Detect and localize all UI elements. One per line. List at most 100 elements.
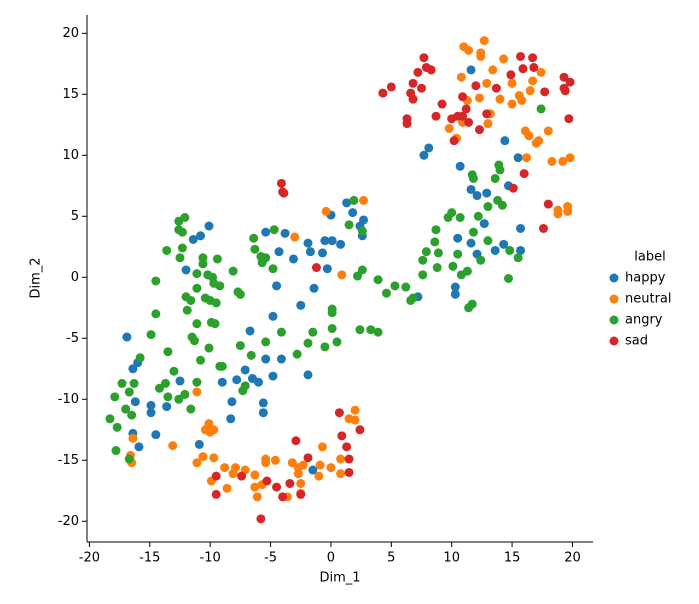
legend-title: label	[634, 250, 665, 265]
point	[305, 247, 315, 257]
point	[261, 253, 271, 263]
point	[334, 408, 344, 418]
point	[250, 244, 260, 254]
point	[401, 282, 411, 292]
point	[245, 326, 255, 336]
point	[317, 442, 327, 452]
point	[194, 439, 204, 449]
point	[327, 304, 337, 314]
point	[342, 442, 352, 452]
point	[289, 254, 299, 264]
point	[122, 332, 132, 342]
legend-label: sad	[625, 334, 648, 349]
point	[110, 392, 120, 402]
point	[124, 387, 134, 397]
point	[186, 295, 196, 305]
point	[121, 404, 131, 414]
point	[268, 264, 278, 274]
point	[308, 465, 318, 475]
point	[408, 293, 418, 303]
point	[336, 239, 346, 249]
point	[280, 228, 290, 238]
y-tick-label: 15	[62, 87, 79, 102]
point	[424, 143, 434, 153]
point	[163, 347, 173, 357]
point	[528, 53, 538, 63]
y-tick-label: 5	[71, 209, 79, 224]
y-tick-label: -20	[58, 514, 79, 529]
x-tick-label: 15	[504, 551, 521, 566]
x-tick-label: -5	[264, 551, 277, 566]
x-axis-label: Dim_1	[319, 571, 360, 586]
point	[210, 319, 220, 329]
point	[317, 248, 327, 258]
point	[303, 370, 313, 380]
point	[232, 375, 242, 385]
point	[479, 219, 489, 229]
point	[278, 492, 288, 502]
point	[461, 104, 471, 114]
y-tick-label: 20	[62, 26, 79, 41]
point	[162, 245, 172, 255]
point	[130, 397, 140, 407]
point	[258, 398, 268, 408]
point	[276, 354, 286, 364]
point	[160, 378, 170, 388]
point	[276, 178, 286, 188]
point	[262, 476, 272, 486]
point	[296, 300, 306, 310]
point	[418, 255, 428, 265]
point	[322, 264, 332, 274]
point	[151, 276, 161, 286]
point	[268, 311, 278, 321]
point	[196, 355, 206, 365]
point	[476, 255, 486, 265]
point	[261, 354, 271, 364]
point	[198, 452, 208, 462]
point	[272, 281, 282, 291]
point	[196, 231, 206, 241]
point	[448, 261, 458, 271]
point	[350, 405, 360, 415]
point	[472, 191, 482, 201]
point	[483, 236, 493, 246]
point	[349, 195, 359, 205]
point	[488, 65, 498, 75]
point	[344, 467, 354, 477]
point	[204, 221, 214, 231]
point	[189, 336, 199, 346]
point	[327, 324, 337, 334]
point	[455, 161, 465, 171]
point	[500, 136, 510, 146]
point	[296, 489, 306, 499]
point	[192, 458, 202, 468]
point	[536, 104, 546, 114]
point	[464, 45, 474, 55]
point	[226, 414, 236, 424]
point	[128, 364, 138, 374]
point	[192, 387, 202, 397]
point	[373, 275, 383, 285]
point	[357, 226, 367, 236]
point	[564, 114, 574, 124]
point	[182, 305, 192, 315]
point	[240, 365, 250, 375]
legend-marker	[609, 294, 619, 304]
point	[455, 213, 465, 223]
point	[547, 156, 557, 166]
y-tick-label: -5	[66, 331, 79, 346]
point	[419, 150, 429, 160]
point	[366, 325, 376, 335]
point	[543, 126, 553, 136]
point	[503, 274, 513, 283]
point	[211, 298, 221, 308]
point	[426, 65, 436, 75]
point	[198, 259, 208, 269]
point	[146, 408, 156, 418]
x-tick-label: 5	[387, 551, 395, 566]
point	[303, 453, 313, 463]
point	[237, 471, 247, 481]
point	[285, 478, 295, 488]
point	[490, 245, 500, 255]
point	[476, 51, 486, 61]
